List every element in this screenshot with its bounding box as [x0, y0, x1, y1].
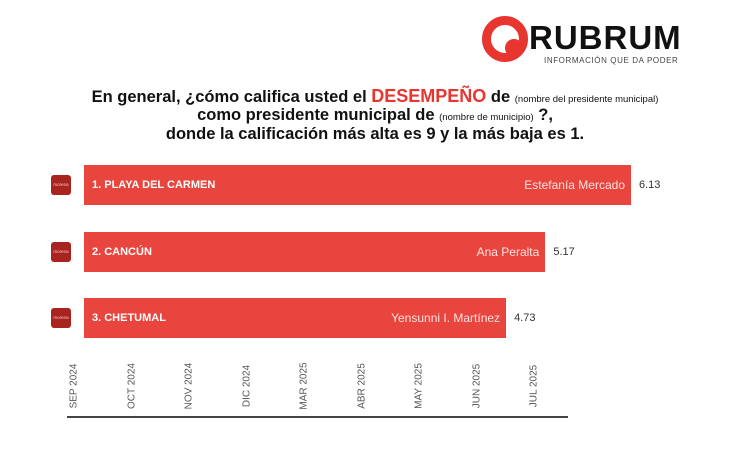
x-tick-label: JUL 2025 — [528, 364, 540, 408]
party-badge: morena — [51, 242, 71, 262]
bar: 1. PLAYA DEL CARMEN Estefanía Mercado — [84, 165, 631, 205]
x-tick-label: MAR 2025 — [298, 362, 310, 410]
x-tick-label: SEP 2024 — [68, 363, 80, 409]
x-tick-label: DIC 2024 — [241, 364, 252, 408]
bar-category-label: 2. CANCÚN — [92, 246, 152, 258]
bar-person-label: Yensunni I. Martínez — [391, 311, 501, 325]
target-icon — [482, 16, 528, 62]
logo-wordmark: RUBRUM — [529, 19, 682, 56]
x-tick-label: ABR 2025 — [356, 363, 367, 409]
x-tick-label: NOV 2024 — [183, 362, 195, 410]
bar-category-label: 3. CHETUMAL — [92, 312, 166, 324]
bar-value-label: 4.73 — [514, 312, 536, 324]
bar-person-label: Ana Peralta — [476, 245, 540, 259]
bar-category-label: 1. PLAYA DEL CARMEN — [92, 179, 216, 191]
bar: 3. CHETUMAL Yensunni I. Martínez — [84, 298, 507, 338]
bar: 2. CANCÚN Ana Peralta — [84, 232, 546, 272]
bar-person-label: Estefanía Mercado — [524, 178, 625, 192]
party-badge: morena — [51, 175, 71, 195]
x-axis-line — [67, 416, 568, 418]
x-tick-label: JUN 2025 — [471, 363, 482, 409]
x-tick-label: MAY 2025 — [413, 363, 425, 409]
question-line-3: donde la calificación más alta es 9 y la… — [165, 125, 585, 143]
question-line-2: como presidente municipal de (nombre de … — [197, 106, 553, 124]
party-badge: morena — [51, 308, 71, 328]
logo-tagline: INFORMACIÓN QUE DA PODER — [544, 56, 679, 65]
rubrum-logo: RUBRUM INFORMACIÓN QUE DA PODER — [482, 16, 712, 76]
x-tick-label: OCT 2024 — [126, 363, 137, 409]
bar-value-label: 6.13 — [639, 179, 661, 191]
bar-value-label: 5.17 — [553, 246, 575, 258]
question-line-1: En general, ¿cómo califica usted el DESE… — [91, 86, 659, 106]
